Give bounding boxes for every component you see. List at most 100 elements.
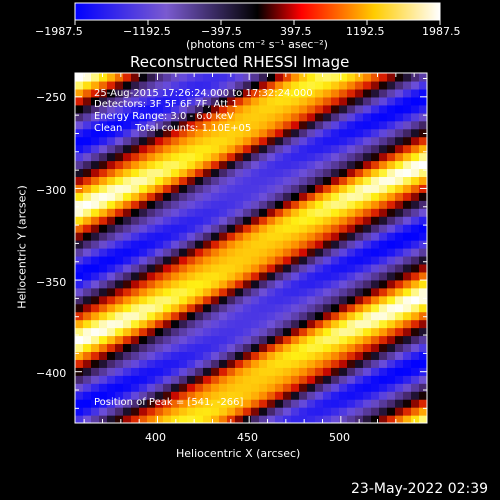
- heatmap-cell: [283, 88, 292, 98]
- heatmap-cell: [339, 112, 348, 122]
- heatmap-cell: [235, 136, 244, 146]
- heatmap-cell: [107, 351, 116, 360]
- heatmap-cell: [363, 335, 372, 345]
- heatmap-cell: [307, 303, 316, 313]
- heatmap-cell: [339, 192, 348, 201]
- heatmap-cell: [331, 184, 340, 193]
- heatmap-cell: [139, 176, 148, 185]
- heatmap-cell: [355, 287, 364, 297]
- heatmap-cell: [347, 80, 356, 90]
- heatmap-cell: [419, 112, 427, 122]
- heatmap-cell: [139, 359, 148, 368]
- heatmap-cell: [347, 319, 356, 329]
- heatmap-cell: [235, 343, 244, 352]
- heatmap-cell: [411, 319, 420, 329]
- heatmap-cell: [259, 184, 268, 193]
- heatmap-cell: [163, 311, 172, 321]
- heatmap-cell: [307, 216, 316, 225]
- heatmap-cell: [403, 359, 412, 368]
- heatmap-cell: [403, 263, 412, 273]
- heatmap-cell: [371, 327, 380, 337]
- heatmap-cell: [267, 200, 276, 209]
- heatmap-cell: [123, 160, 132, 170]
- heatmap-cell: [203, 263, 212, 273]
- heatmap-cell: [403, 407, 412, 416]
- heatmap-cell: [187, 112, 196, 122]
- heatmap-cell: [139, 327, 148, 337]
- heatmap-cell: [243, 136, 252, 146]
- heatmap-cell: [211, 279, 220, 289]
- heatmap-cell: [395, 343, 404, 352]
- heatmap-cell: [163, 208, 172, 217]
- heatmap-cell: [283, 200, 292, 209]
- heatmap-cell: [147, 391, 156, 400]
- heatmap-cell: [99, 88, 108, 98]
- heatmap-cell: [83, 112, 92, 122]
- heatmap-cell: [363, 271, 372, 281]
- heatmap-cell: [267, 96, 276, 106]
- heatmap-cell: [315, 160, 324, 170]
- heatmap-cell: [107, 120, 116, 130]
- heatmap-cell: [267, 104, 276, 114]
- heatmap-cell: [107, 240, 116, 249]
- heatmap-cell: [379, 367, 388, 376]
- heatmap-cell: [99, 128, 108, 138]
- heatmap-cell: [275, 176, 284, 185]
- colorbar-tick-label-3: −397.5: [201, 25, 242, 38]
- heatmap-cell: [131, 184, 140, 193]
- heatmap-cell: [195, 152, 204, 162]
- heatmap-cell: [395, 128, 404, 138]
- heatmap-cell: [227, 200, 236, 209]
- heatmap-cell: [107, 248, 116, 257]
- heatmap-cell: [363, 295, 372, 305]
- heatmap-cell: [259, 120, 268, 130]
- heatmap-cell: [155, 80, 164, 90]
- heatmap-cell: [331, 415, 340, 423]
- heatmap-cell: [315, 359, 324, 368]
- heatmap-cell: [243, 73, 252, 82]
- heatmap-cell: [283, 240, 292, 249]
- heatmap-cell: [123, 311, 132, 321]
- heatmap-cell: [395, 255, 404, 265]
- heatmap-cell: [115, 415, 124, 423]
- heatmap-cell: [331, 391, 340, 400]
- heatmap-cell: [411, 88, 420, 98]
- heatmap-cell: [395, 144, 404, 154]
- heatmap-cell: [387, 88, 396, 98]
- heatmap-cell: [219, 160, 228, 170]
- heatmap-cell: [275, 343, 284, 352]
- heatmap-cell: [219, 152, 228, 162]
- heatmap-cell: [323, 104, 332, 114]
- heatmap-cell: [403, 152, 412, 162]
- heatmap-cell: [131, 104, 140, 114]
- heatmap-cell: [115, 311, 124, 321]
- heatmap-cell: [363, 367, 372, 376]
- heatmap-cell: [283, 271, 292, 281]
- heatmap-cell: [291, 367, 300, 376]
- heatmap-cell: [219, 88, 228, 98]
- heatmap-cell: [403, 399, 412, 408]
- heatmap-cell: [91, 295, 100, 305]
- heatmap-cell: [99, 224, 108, 233]
- heatmap-cell: [83, 128, 92, 138]
- heatmap-cell: [91, 415, 100, 423]
- heatmap-cell: [283, 104, 292, 114]
- heatmap-cell: [291, 208, 300, 217]
- heatmap-cell: [387, 359, 396, 368]
- heatmap-cell: [275, 271, 284, 281]
- heatmap-cell: [203, 279, 212, 289]
- heatmap-cell: [259, 160, 268, 170]
- heatmap-cell: [267, 136, 276, 146]
- heatmap-cell: [307, 367, 316, 376]
- heatmap-cell: [347, 295, 356, 305]
- heatmap-cell: [331, 200, 340, 209]
- heatmap-cell: [139, 88, 148, 98]
- heatmap-cell: [179, 104, 188, 114]
- heatmap-cell: [227, 391, 236, 400]
- heatmap-cell: [251, 399, 260, 408]
- heatmap-cell: [355, 367, 364, 376]
- heatmap-cell: [123, 96, 132, 106]
- heatmap-cell: [91, 152, 100, 162]
- heatmap-cell: [323, 232, 332, 241]
- heatmap-cell: [355, 359, 364, 368]
